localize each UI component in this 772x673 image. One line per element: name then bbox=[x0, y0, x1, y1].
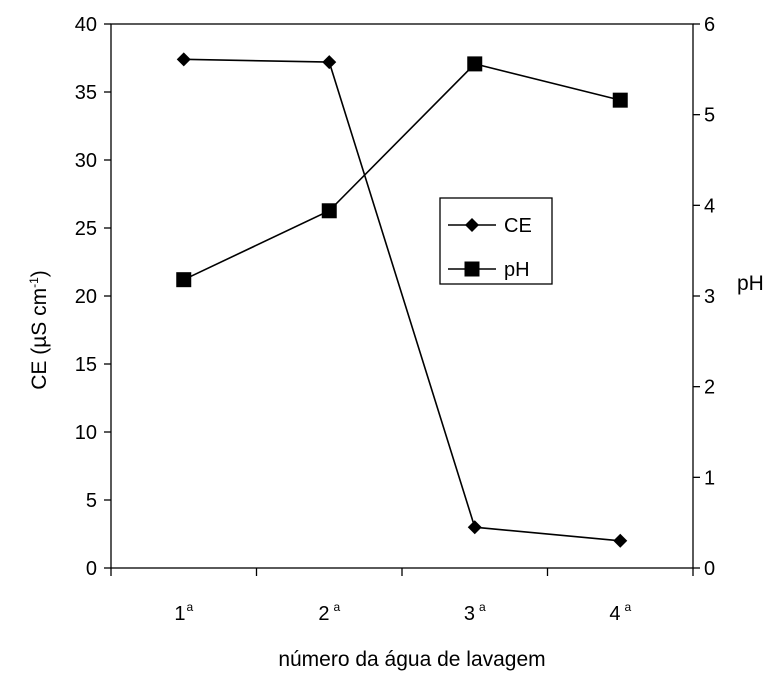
point-ce bbox=[613, 533, 628, 548]
left-y-axis-title-main: CE (µS cm bbox=[28, 288, 51, 390]
left-y-axis-title: CE (µS cm-1) bbox=[27, 270, 51, 390]
point-ph bbox=[467, 56, 483, 72]
left-y-tick-label: 20 bbox=[75, 286, 97, 308]
left-y-tick-label: 40 bbox=[75, 14, 97, 36]
point-ce bbox=[176, 52, 191, 67]
left-y-tick-label: 10 bbox=[75, 422, 97, 444]
legend-box bbox=[439, 197, 553, 285]
legend-label-ph: pH bbox=[504, 259, 530, 281]
right-y-tick-label: 2 bbox=[704, 377, 715, 399]
point-ph bbox=[612, 92, 628, 108]
right-y-tick-label: 1 bbox=[704, 467, 715, 489]
right-y-tick-label: 5 bbox=[704, 105, 715, 127]
left-y-tick-label: 0 bbox=[86, 558, 97, 580]
right-y-tick-label: 0 bbox=[704, 558, 715, 580]
left-y-tick-label: 15 bbox=[75, 354, 97, 376]
point-ph bbox=[321, 203, 337, 219]
right-y-tick-label: 6 bbox=[704, 14, 715, 36]
x-axis-title: número da água de lavagem bbox=[278, 648, 545, 671]
series-layer bbox=[176, 52, 628, 548]
left-y-tick-label: 25 bbox=[75, 218, 97, 240]
point-ce bbox=[467, 520, 482, 535]
left-y-tick-label: 5 bbox=[86, 490, 97, 512]
series-line-ce bbox=[183, 58, 621, 542]
legend-marker-ce bbox=[465, 218, 479, 232]
right-y-tick-label: 4 bbox=[704, 195, 715, 217]
right-y-tick-label: 3 bbox=[704, 286, 715, 308]
left-y-tick-label: 35 bbox=[75, 82, 97, 104]
legend-label-ce: CE bbox=[504, 215, 532, 237]
x-tick-label: 1a bbox=[174, 600, 193, 625]
series-ce bbox=[176, 52, 628, 548]
axes: 0 5 10 15 20 25 30 35 40 0 1 2 3 4 5 6 1a 2 a 3 a 4 a bbox=[75, 14, 715, 625]
legend-marker-ph bbox=[464, 261, 480, 277]
left-y-axis-title-sup: -1 bbox=[27, 277, 41, 288]
point-ce bbox=[322, 55, 337, 70]
left-y-axis-title-close: ) bbox=[28, 270, 51, 277]
legend: CE pH bbox=[439, 197, 553, 285]
series-ph bbox=[176, 56, 628, 288]
left-y-tick-label: 30 bbox=[75, 150, 97, 172]
series-line-ph bbox=[183, 63, 621, 281]
point-ph bbox=[176, 272, 192, 288]
right-y-axis-title: pH bbox=[737, 272, 764, 295]
